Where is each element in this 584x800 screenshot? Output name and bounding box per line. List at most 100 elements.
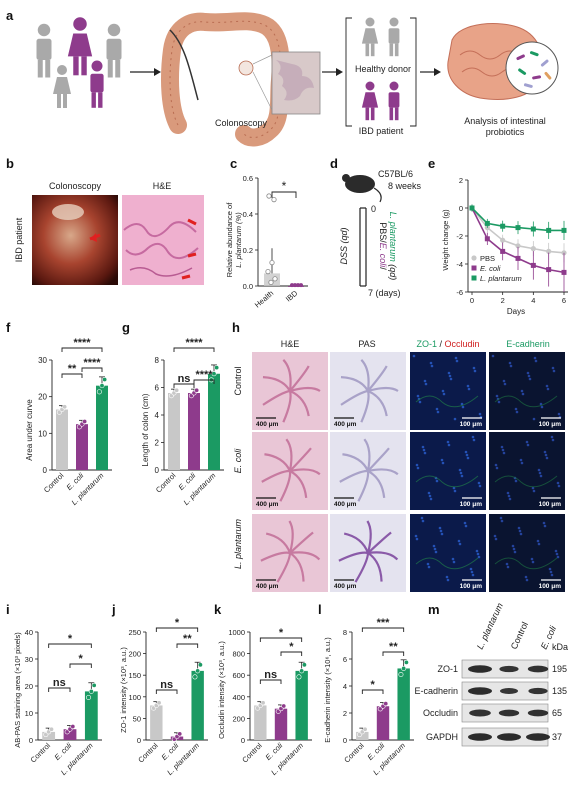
nucleus-dot xyxy=(514,407,518,411)
chart-f-ytick-label: 30 xyxy=(38,356,47,365)
nucleus-dot xyxy=(458,468,462,472)
patient-icon-2-leg-right xyxy=(394,107,399,121)
chart-e-ytick-label: -2 xyxy=(456,232,463,241)
col-zo1-occludin-label: ZO-1 / Occludin xyxy=(416,339,479,349)
blot-band xyxy=(500,688,518,694)
nucleus-dot xyxy=(432,544,436,548)
panel-c-letter: c xyxy=(230,156,237,171)
arrow-to-analysis-icon xyxy=(420,68,441,76)
donor-icon-2-leg-left xyxy=(389,43,394,57)
nucleus-dot xyxy=(418,400,422,404)
crypt-pattern xyxy=(289,551,321,561)
nucleus-dot xyxy=(445,575,449,579)
blot-band xyxy=(468,665,492,673)
panel-a-letter: a xyxy=(6,8,14,23)
micrograph-background xyxy=(410,352,486,430)
nucleus-dot xyxy=(471,573,475,577)
nucleus-dot xyxy=(466,456,470,460)
chart-e-point xyxy=(515,243,521,249)
person-icon-5-leg-left xyxy=(91,92,96,108)
scale-bar-label: 100 μm xyxy=(460,501,483,508)
chart-f-ytick-label: 20 xyxy=(38,393,47,402)
chart-c-ylabel-line2: L. plantarum (%) xyxy=(234,212,243,268)
crypt-pattern xyxy=(367,447,390,472)
nucleus-dot xyxy=(524,575,528,579)
blot-protein-label: GAPDH xyxy=(426,732,458,742)
treatment-label-2: L. plantarum (qd) xyxy=(388,212,398,281)
chart-e-point xyxy=(515,225,521,231)
nucleus-dot xyxy=(493,534,497,538)
chart-j-point xyxy=(192,674,198,680)
membrane-signal xyxy=(494,395,558,408)
micrograph-r1-c3: 100 μm xyxy=(489,432,565,510)
crypt-pattern xyxy=(367,470,386,499)
chart-c-point xyxy=(293,283,297,288)
chart-c-point xyxy=(266,193,272,199)
chart-i-point xyxy=(70,724,76,730)
nucleus-dot xyxy=(549,570,553,574)
chart-g-ytick-label: 0 xyxy=(155,466,160,475)
panel-m-letter: m xyxy=(428,602,440,617)
crypt-pattern xyxy=(343,532,370,554)
nucleus-dot xyxy=(423,451,427,455)
ibd-patient-row-label: IBD patient xyxy=(14,217,24,262)
crypt-pattern xyxy=(340,376,369,392)
chart-g-point xyxy=(174,387,180,393)
nucleus-dot xyxy=(552,369,556,373)
chart-j-point xyxy=(197,662,203,668)
crypt-pattern xyxy=(289,468,321,476)
chart-l-bar xyxy=(356,731,369,740)
donor-icon-2-body xyxy=(388,28,400,44)
panel-d-letter: d xyxy=(330,156,338,171)
chart-j-bar xyxy=(150,705,163,740)
crypt-pattern xyxy=(279,470,292,502)
chart-c-point xyxy=(265,268,271,275)
crypt-pattern xyxy=(338,551,369,562)
crypt-pattern xyxy=(289,531,314,554)
chart-i-ytick-label: 20 xyxy=(25,682,33,691)
nucleus-dot xyxy=(500,519,504,523)
crypt-pattern xyxy=(285,438,293,472)
nucleus-dot xyxy=(478,484,482,488)
colonoscopy-column-label: Colonoscopy xyxy=(49,181,102,191)
chart-e-point xyxy=(561,227,567,233)
chart-e-ytick-label: -6 xyxy=(456,288,463,297)
chart-j-sig-label: ns xyxy=(160,679,173,691)
chart-k-bar xyxy=(254,705,267,740)
nucleus-dot xyxy=(540,405,544,409)
chart-k-point xyxy=(296,674,302,680)
micrograph-grid: 400 μm 400 μm 100 μm 100 μm 400 μm 400 μm 100 … xyxy=(252,352,565,592)
nucleus-dot xyxy=(427,565,431,569)
blot-band xyxy=(528,687,548,695)
analysis-label-line1: Analysis of intestinal xyxy=(464,116,546,126)
nucleus-dot xyxy=(469,567,473,571)
nucleus-dot xyxy=(550,435,554,439)
chart-l-ytick-label: 2 xyxy=(343,709,347,718)
nucleus-dot xyxy=(519,532,523,536)
chart-l-bar xyxy=(376,706,390,740)
chart-e-point xyxy=(500,248,506,254)
nucleus-dot xyxy=(537,542,541,546)
nucleus-dot xyxy=(509,364,513,368)
chart-i-point xyxy=(86,694,92,700)
crypt-pattern xyxy=(289,447,312,472)
he-column-label: H&E xyxy=(153,181,172,191)
chart-k-sig-bracket xyxy=(259,679,282,684)
chart-i-ylabel: AB-PAS staining area (×10³ pixels) xyxy=(13,632,22,748)
chart-c-point xyxy=(271,197,277,203)
patient-icon-2 xyxy=(388,81,400,121)
western-blot: ZO-1 195 E-cadherin 135 Occludin 65 GAPDH 37 xyxy=(414,659,567,747)
donor-icon-1-leg-left xyxy=(365,43,370,57)
nucleus-dot xyxy=(421,445,425,449)
nucleus-dot xyxy=(514,479,518,483)
crypt-pattern xyxy=(367,468,399,476)
nucleus-dot xyxy=(511,544,515,548)
blot-protein-label: Occludin xyxy=(423,708,458,718)
nucleus-dot xyxy=(500,445,504,449)
crypt-pattern xyxy=(262,389,291,406)
scale-bar-label: 400 μm xyxy=(334,583,357,590)
crypt-pattern xyxy=(262,376,291,392)
chart-c-point xyxy=(299,283,303,288)
